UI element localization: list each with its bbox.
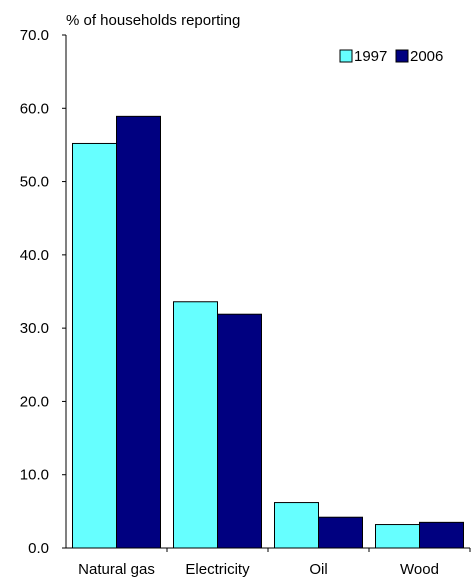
x-category-label: Wood [400,561,439,578]
legend-swatch-2006 [395,49,409,63]
legend-label-1997: 1997 [354,48,387,65]
y-axis-label: % of households reporting [66,12,240,29]
y-tick-label: 30.0 [20,320,49,337]
bar-1997-natural-gas [72,142,117,549]
y-tick-label: 50.0 [20,174,49,191]
bar-2006-electricity [217,313,262,549]
bar-1997-wood [375,524,420,549]
x-category-label: Natural gas [78,561,155,578]
y-tick-label: 20.0 [20,393,49,410]
x-category-label: Electricity [185,561,250,578]
y-tick-label: 40.0 [20,247,49,264]
bar-1997-oil [274,502,319,549]
legend: 1997 2006 [339,48,443,65]
x-category-label: Oil [309,561,327,578]
bar-2006-oil [318,516,363,549]
bar-1997-electricity [173,301,218,549]
legend-label-2006: 2006 [410,48,443,65]
bar-2006-wood [419,521,464,549]
y-tick-label: 10.0 [20,467,49,484]
y-tick-label: 60.0 [20,100,49,117]
bar-2006-natural-gas [116,115,161,549]
y-tick-label: 70.0 [20,27,49,44]
y-tick-label: 0.0 [28,540,49,557]
legend-swatch-1997 [339,49,353,63]
